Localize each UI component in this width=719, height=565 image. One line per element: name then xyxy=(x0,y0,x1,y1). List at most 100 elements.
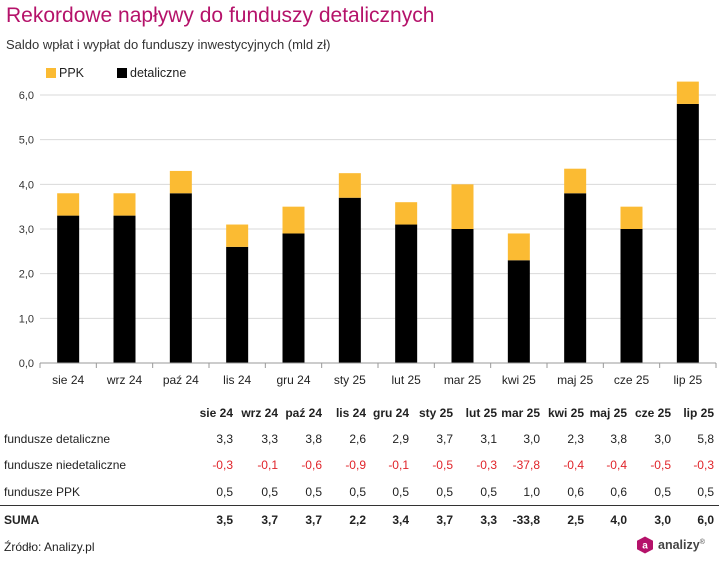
table-cell: -0,9 xyxy=(345,458,366,472)
bar-segment-retail xyxy=(620,229,643,363)
table-cell: 3,7 xyxy=(436,432,453,446)
y-tick-label: 1,0 xyxy=(19,313,34,325)
table-cell: 3,7 xyxy=(436,513,453,527)
table-row-ppk: fundusze PPK 0,5 0,5 0,5 0,5 0,5 0,5 0,5 1,0 0,6 0… xyxy=(0,483,719,503)
table-cell: -0,5 xyxy=(650,458,671,472)
bar-segment-retail xyxy=(507,260,530,363)
table-cell: 3,3 xyxy=(216,432,233,446)
chart-subtitle: Saldo wpłat i wypłat do funduszy inwesty… xyxy=(6,37,331,52)
bar-segment-ppk xyxy=(282,206,305,234)
bar-segment-ppk xyxy=(338,173,361,198)
table-header-cell: mar 25 xyxy=(501,406,540,420)
table-header-cell: gru 24 xyxy=(372,406,409,420)
table-cell: 0,5 xyxy=(261,485,278,499)
table-cell: 3,0 xyxy=(654,513,671,527)
bar-segment-retail xyxy=(564,193,587,363)
table-row-retail: fundusze detaliczne 3,3 3,3 3,8 2,6 2,9 3,7 3,1… xyxy=(0,430,719,450)
table-cell: 4,0 xyxy=(610,513,627,527)
bar-segment-retail xyxy=(338,197,361,363)
table-cell: 3,5 xyxy=(216,513,233,527)
table-cell: -0,1 xyxy=(257,458,278,472)
x-tick-label: paź 24 xyxy=(163,373,199,387)
table-row-sum: SUMA 3,5 3,7 3,7 2,2 3,4 3,7 3,3 -33,8 2,5 4,0 3,0 6… xyxy=(0,511,719,531)
x-tick-label: lip 25 xyxy=(673,373,702,387)
x-tick-label: cze 25 xyxy=(614,373,650,387)
table-cell: 0,5 xyxy=(436,485,453,499)
table-header-cell: lip 25 xyxy=(683,406,714,420)
bar-segment-retail xyxy=(169,193,192,363)
x-tick-label: wrz 24 xyxy=(106,373,143,387)
x-tick-label: sie 24 xyxy=(52,373,84,387)
table-header-row: sie 24 wrz 24 paź 24 lis 24 gru 24 sty 25 lut … xyxy=(0,404,719,424)
source-note: Źródło: Analizy.pl xyxy=(4,540,95,554)
table-header-cell: lut 25 xyxy=(465,406,497,420)
table-cell: 2,6 xyxy=(349,432,366,446)
x-tick-label: kwi 25 xyxy=(502,373,536,387)
bar-segment-retail xyxy=(282,233,305,363)
bar-segment-ppk xyxy=(169,170,192,194)
table-cell: 3,0 xyxy=(654,432,671,446)
table-cell: -0,3 xyxy=(693,458,714,472)
table-separator xyxy=(0,505,719,506)
svg-text:a: a xyxy=(642,541,648,552)
table-cell: 1,0 xyxy=(523,485,540,499)
bar-segment-retail xyxy=(676,103,699,363)
table-cell: 0,5 xyxy=(305,485,322,499)
table-cell: 3,4 xyxy=(392,513,409,527)
table-cell: 0,5 xyxy=(654,485,671,499)
table-header-cell: paź 24 xyxy=(285,406,322,420)
legend-label-retail: detaliczne xyxy=(130,66,187,80)
table-cell: 0,5 xyxy=(480,485,497,499)
table-cell: -33,8 xyxy=(512,513,540,527)
x-tick-label: lis 24 xyxy=(223,373,251,387)
table-cell: -0,1 xyxy=(388,458,409,472)
table-cell: -0,6 xyxy=(301,458,322,472)
table-header-cell: maj 25 xyxy=(589,406,627,420)
table-cell: 3,3 xyxy=(480,513,497,527)
bar-chart: 0,0 1,0 2,0 3,0 4,0 5,0 6,0 sie 24 wrz 24 paź 24 l… xyxy=(19,81,717,387)
bar-segment-ppk xyxy=(507,233,530,261)
table-cell: 6,0 xyxy=(697,513,714,527)
logo-icon: a xyxy=(637,536,653,554)
table-cell: 0,6 xyxy=(567,485,584,499)
legend-item-retail: detaliczne xyxy=(117,66,186,80)
x-tick-label: lut 25 xyxy=(391,373,421,387)
bar-segment-retail xyxy=(395,224,418,363)
y-tick-label: 2,0 xyxy=(19,269,34,281)
bar-segment-retail xyxy=(451,229,474,363)
table-cell: 3,8 xyxy=(305,432,322,446)
x-tick-label: maj 25 xyxy=(557,373,593,387)
table-cell: 3,7 xyxy=(305,513,322,527)
y-tick-label: 4,0 xyxy=(19,179,34,191)
bar-segment-ppk xyxy=(57,193,80,216)
table-header-cell: sie 24 xyxy=(199,406,233,420)
logo-word: analizy xyxy=(658,538,700,552)
logo-registered-mark: ® xyxy=(699,538,705,546)
table-cell: 0,5 xyxy=(349,485,366,499)
table-header-cell: cze 25 xyxy=(634,406,671,420)
bar-segment-ppk xyxy=(676,81,699,104)
chart-title: Rekordowe napływy do funduszy detaliczny… xyxy=(6,4,435,27)
table-cell: -0,4 xyxy=(563,458,584,472)
bar-segment-retail xyxy=(113,215,136,363)
table-cell: 0,6 xyxy=(610,485,627,499)
table-cell: 0,5 xyxy=(392,485,409,499)
bar-segment-ppk xyxy=(620,206,643,229)
table-row-nonretail: fundusze niedetaliczne -0,3 -0,1 -0,6 -0,9 -0… xyxy=(0,456,719,476)
table-cell: -0,4 xyxy=(606,458,627,472)
table-row-label: fundusze niedetaliczne xyxy=(4,458,127,472)
table-cell: -0,3 xyxy=(476,458,497,472)
table-cell: -37,8 xyxy=(512,458,540,472)
table-cell: 3,1 xyxy=(480,432,497,446)
logo-text: analizy® xyxy=(658,538,705,552)
table-cell: -0,3 xyxy=(212,458,233,472)
table-cell: 0,5 xyxy=(697,485,714,499)
legend-item-ppk: PPK xyxy=(46,66,84,80)
table-row-label: SUMA xyxy=(4,513,40,527)
legend-swatch-retail xyxy=(117,68,127,78)
bar-segment-ppk xyxy=(113,193,136,216)
table-header-cell: lis 24 xyxy=(335,406,366,420)
y-tick-label: 0,0 xyxy=(19,358,34,370)
table-row-label: fundusze detaliczne xyxy=(4,432,111,446)
y-tick-label: 5,0 xyxy=(19,135,34,147)
